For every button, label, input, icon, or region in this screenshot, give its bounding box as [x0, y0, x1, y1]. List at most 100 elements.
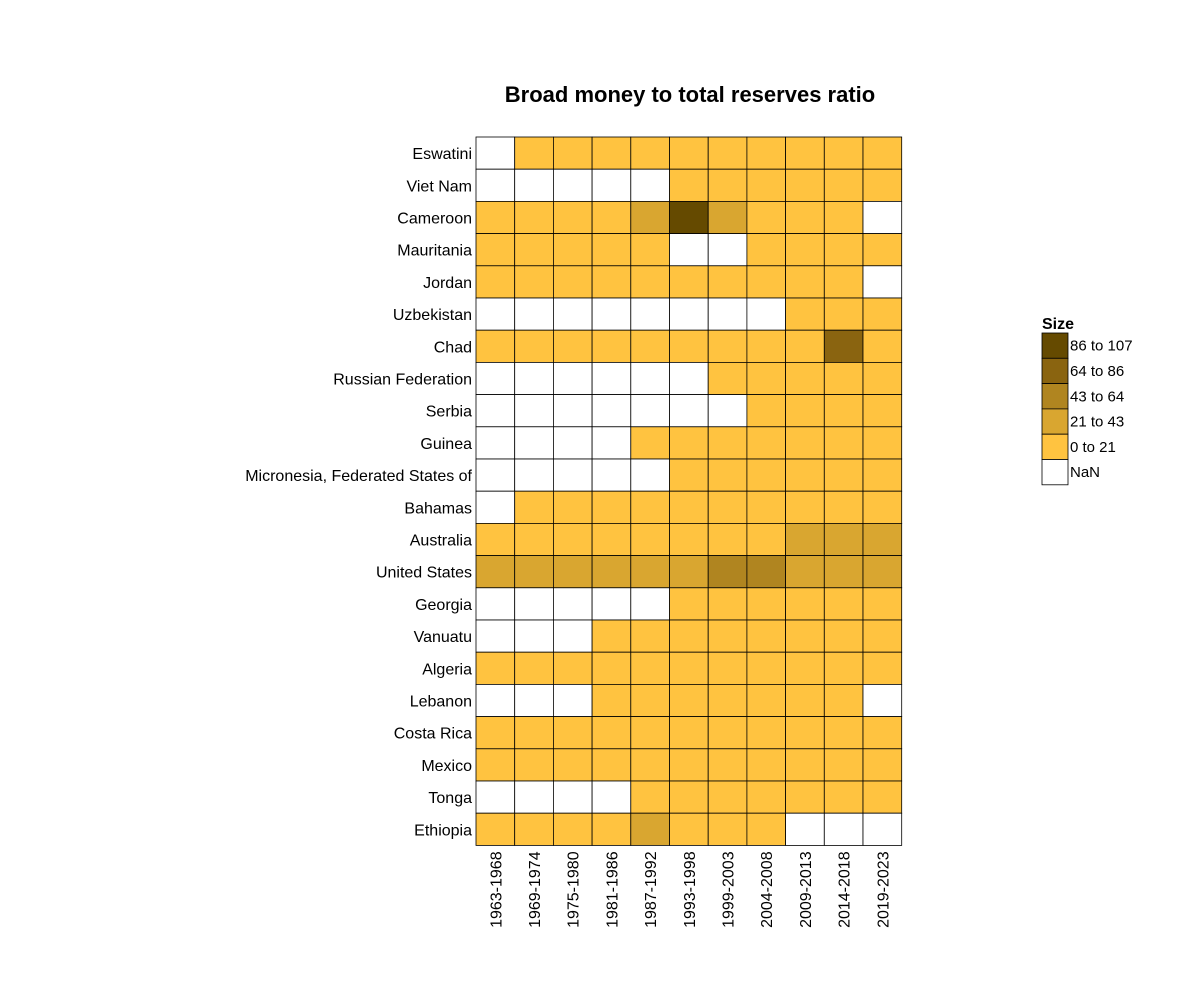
- heatmap-cell: [785, 716, 825, 750]
- heatmap-cell: [514, 716, 554, 750]
- heatmap-cell: [475, 394, 516, 428]
- heatmap-cell: [630, 136, 670, 170]
- heatmap-cell: [669, 716, 709, 750]
- heatmap-cell: [669, 361, 709, 395]
- heatmap-cell: [630, 587, 670, 621]
- heatmap-cell: [707, 780, 748, 814]
- legend-swatch: [1041, 357, 1069, 384]
- row-label: Serbia: [426, 404, 472, 421]
- heatmap-cell: [591, 812, 632, 846]
- heatmap-cell: [514, 233, 554, 267]
- heatmap-cell: [785, 394, 825, 428]
- heatmap-cell: [707, 619, 748, 653]
- heatmap-cell: [514, 651, 554, 685]
- heatmap-cell: [475, 426, 516, 460]
- row-label: Costa Rica: [394, 726, 472, 743]
- row-label: Uzbekistan: [393, 307, 472, 324]
- row-label: Bahamas: [404, 500, 472, 517]
- heatmap-cell: [591, 200, 632, 234]
- heatmap-cell: [553, 168, 593, 202]
- heatmap-cell: [630, 523, 670, 557]
- heatmap-cell: [707, 394, 748, 428]
- heatmap-cell: [707, 523, 748, 557]
- heatmap-cell: [514, 523, 554, 557]
- heatmap-cell: [746, 684, 787, 718]
- heatmap-cell: [669, 619, 709, 653]
- heatmap-cell: [475, 523, 516, 557]
- heatmap-cell: [785, 168, 825, 202]
- row-label: Viet Nam: [406, 178, 472, 195]
- row-label: Australia: [410, 533, 472, 550]
- heatmap-cells: [475, 136, 903, 846]
- column-label: 1969-1974: [527, 851, 544, 928]
- heatmap-cell: [707, 426, 748, 460]
- heatmap-cell: [553, 523, 593, 557]
- heatmap-cell: [630, 233, 670, 267]
- heatmap-cell: [823, 136, 864, 170]
- row-label: Guinea: [420, 436, 472, 453]
- heatmap-cell: [823, 233, 864, 267]
- heatmap-cell: [862, 329, 903, 363]
- heatmap-cell: [785, 748, 825, 782]
- heatmap-cell: [630, 458, 670, 492]
- heatmap-cell: [785, 426, 825, 460]
- legend-swatch: [1041, 332, 1069, 359]
- heatmap-cell: [669, 426, 709, 460]
- heatmap-cell: [514, 555, 554, 589]
- heatmap-cell: [785, 361, 825, 395]
- heatmap-cell: [707, 168, 748, 202]
- heatmap-cell: [553, 233, 593, 267]
- column-labels: 1963-1968 1969-1974 1975-1980 1981-1986 1987…: [488, 851, 892, 928]
- heatmap-cell: [553, 490, 593, 524]
- heatmap-cell: [746, 200, 787, 234]
- heatmap-cell: [475, 168, 516, 202]
- heatmap-cell: [553, 748, 593, 782]
- heatmap-cell: [475, 361, 516, 395]
- heatmap-cell: [514, 200, 554, 234]
- heatmap-cell: [553, 297, 593, 331]
- legend-label: 21 to 43: [1070, 414, 1124, 431]
- heatmap-cell: [669, 523, 709, 557]
- heatmap-cell: [746, 619, 787, 653]
- heatmap-cell: [862, 361, 903, 395]
- heatmap-cell: [591, 265, 632, 299]
- heatmap-cell: [823, 329, 864, 363]
- legend-label: 64 to 86: [1070, 363, 1124, 380]
- heatmap-cell: [514, 587, 554, 621]
- heatmap-cell: [785, 523, 825, 557]
- heatmap-cell: [553, 458, 593, 492]
- heatmap-cell: [630, 780, 670, 814]
- heatmap-cell: [475, 490, 516, 524]
- heatmap-cell: [785, 490, 825, 524]
- heatmap-cell: [746, 812, 787, 846]
- row-label: Algeria: [422, 661, 472, 678]
- heatmap-cell: [630, 684, 670, 718]
- heatmap-cell: [823, 684, 864, 718]
- heatmap-cell: [823, 651, 864, 685]
- row-label: Micronesia, Federated States of: [245, 468, 472, 485]
- heatmap-cell: [823, 555, 864, 589]
- legend: Size 86 to 107 64 to 86 43 to 64 21 to 43 0 …: [1041, 316, 1133, 486]
- heatmap-cell: [669, 587, 709, 621]
- column-label: 1999-2003: [721, 851, 738, 928]
- heatmap-cell: [823, 490, 864, 524]
- heatmap-cell: [475, 684, 516, 718]
- heatmap-cell: [862, 233, 903, 267]
- heatmap-cell: [475, 233, 516, 267]
- heatmap-cell: [746, 748, 787, 782]
- heatmap-cell: [707, 651, 748, 685]
- heatmap-cell: [475, 780, 516, 814]
- heatmap-cell: [669, 265, 709, 299]
- heatmap-cell: [591, 716, 632, 750]
- heatmap-cell: [514, 812, 554, 846]
- heatmap-cell: [591, 329, 632, 363]
- heatmap-cell: [862, 458, 903, 492]
- heatmap-cell: [746, 329, 787, 363]
- heatmap-cell: [862, 136, 903, 170]
- heatmap-cell: [707, 329, 748, 363]
- heatmap-cell: [475, 329, 516, 363]
- heatmap-cell: [746, 458, 787, 492]
- heatmap-cell: [707, 458, 748, 492]
- heatmap-cell: [669, 168, 709, 202]
- heatmap-cell: [862, 684, 903, 718]
